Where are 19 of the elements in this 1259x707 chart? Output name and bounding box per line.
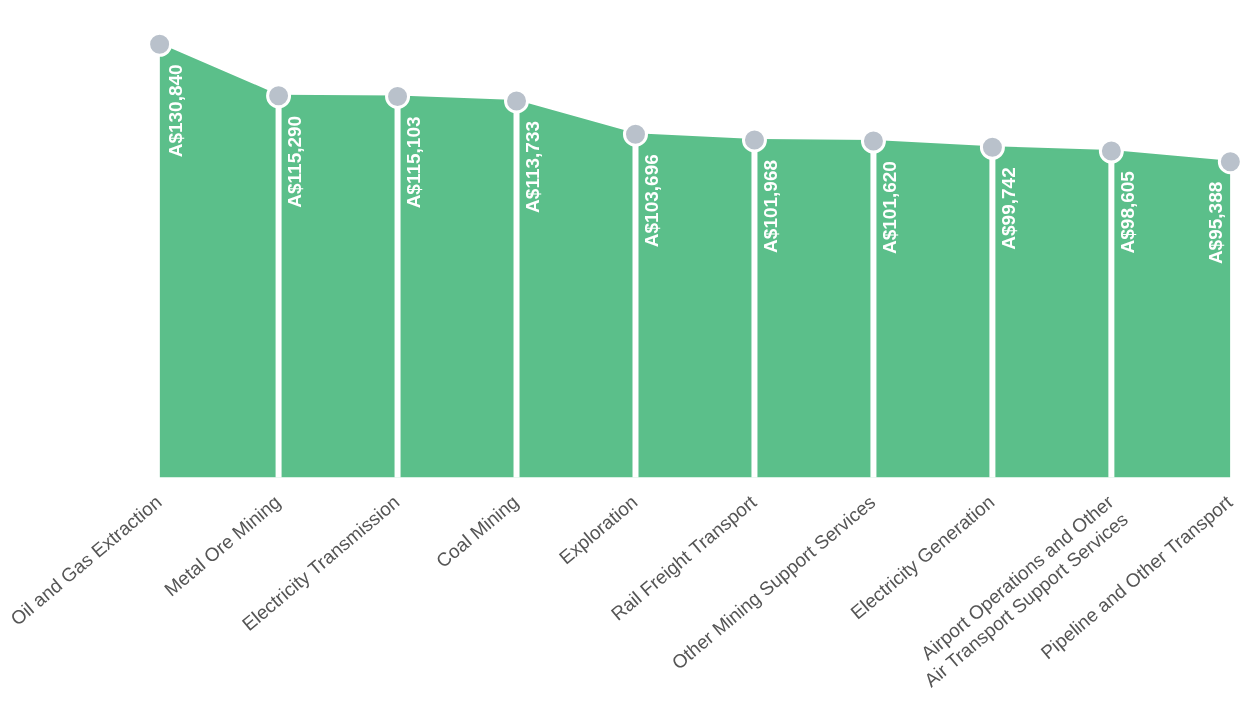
point <box>979 134 1005 160</box>
data-label: A$98,605 <box>1116 170 1138 254</box>
data-label: A$115,103 <box>402 116 424 209</box>
data-label: A$130,840 <box>164 64 186 158</box>
point <box>622 121 648 147</box>
point <box>741 127 767 153</box>
point <box>266 83 292 109</box>
data-label: A$95,388 <box>1204 181 1226 265</box>
point <box>1098 138 1124 164</box>
point <box>147 31 173 57</box>
point <box>860 128 886 154</box>
data-label: A$103,696 <box>640 154 662 248</box>
point <box>1217 149 1243 175</box>
point <box>504 88 530 114</box>
data-label: A$101,968 <box>759 159 781 253</box>
data-label: A$101,620 <box>878 161 900 255</box>
data-label: A$115,290 <box>283 115 305 208</box>
data-label: A$99,742 <box>997 167 1019 250</box>
data-label: A$113,733 <box>521 120 543 213</box>
